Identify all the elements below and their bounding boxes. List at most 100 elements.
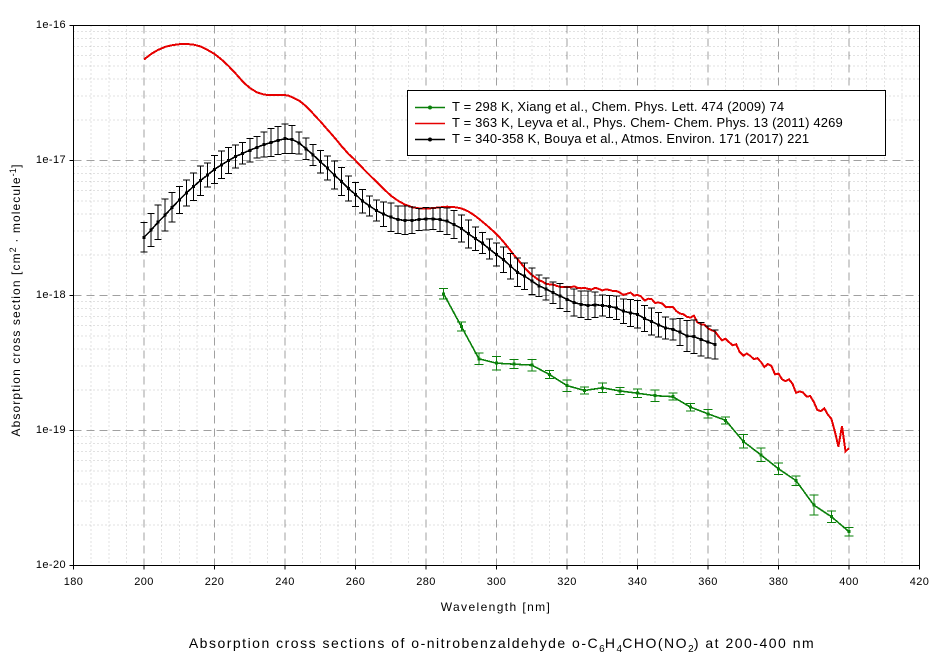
x-tick-label: 340 [627, 576, 648, 588]
series-bouya-marker [255, 145, 259, 149]
series-bouya-marker [629, 311, 632, 315]
series-leyva-line [143, 42, 850, 454]
series-bouya-marker [368, 204, 372, 208]
series-bouya-marker [537, 284, 541, 288]
series-bouya-marker [283, 137, 287, 141]
series-xiang-marker [547, 373, 551, 376]
series-bouya-marker [191, 185, 195, 189]
caption-part: 4 [616, 644, 623, 655]
series-bouya-marker [269, 141, 273, 144]
series-bouya-marker [607, 304, 611, 308]
caption-part: CHO(NO [622, 635, 689, 651]
series-bouya-marker [177, 198, 181, 202]
x-tick-label: 240 [275, 576, 295, 588]
series-bouya-marker [692, 335, 696, 339]
series-xiang-marker [565, 384, 569, 388]
axes-frame [69, 25, 920, 570]
y-tick-label: 1e-18 [35, 289, 66, 301]
series-xiang-marker [724, 418, 728, 422]
series-xiang-marker [477, 357, 481, 361]
series-bouya-marker [699, 337, 703, 341]
series-bouya-marker [586, 303, 590, 307]
series-bouya-marker [671, 327, 675, 331]
ylabel-part: -1 [8, 167, 18, 177]
series-xiang-marker [794, 479, 798, 483]
series-bouya-marker [262, 143, 266, 147]
series-bouya-marker [685, 334, 689, 338]
series-bouya-marker [213, 167, 216, 171]
series-bouya-marker [558, 294, 562, 298]
series-bouya-marker [593, 303, 597, 307]
series-bouya-marker [473, 237, 477, 241]
series-bouya-marker [480, 241, 484, 245]
x-tick-label: 360 [698, 576, 718, 588]
series-bouya-marker [466, 232, 470, 236]
series-bouya-marker [516, 271, 520, 274]
series-bouya-marker [530, 279, 534, 283]
series-bouya-marker [361, 199, 365, 203]
ylabel-part: · molecule [9, 176, 23, 248]
series-bouya-marker [389, 215, 393, 219]
legend-entry-xiang: T = 298 K, Xiang et al., Chem. Phys. Let… [411, 99, 885, 115]
ylabel-part: ] [9, 163, 23, 168]
y-tick-label: 1e-17 [35, 154, 66, 166]
series-bouya-marker [657, 323, 661, 327]
legend-label-bouya: T = 340-358 K, Bouya et al., Atmos. Envi… [452, 131, 810, 146]
series-xiang-marker [495, 361, 498, 365]
x-tick-label: 420 [909, 576, 930, 588]
series-bouya-marker [713, 342, 717, 346]
series-bouya-marker [198, 179, 202, 183]
series-bouya-marker [487, 247, 491, 251]
series-bouya-marker [495, 253, 498, 257]
x-tick-label: 380 [768, 576, 789, 588]
series-bouya-marker [290, 138, 294, 141]
series-bouya-marker [643, 317, 647, 320]
series-bouya-marker [325, 166, 329, 170]
series-xiang-marker [671, 395, 675, 399]
series-xiang-marker [847, 530, 851, 534]
series-bouya-marker [163, 213, 167, 217]
legend-entry-leyva: T = 363 K, Leyva et al., Phys. Chem- Che… [411, 115, 885, 131]
series-bouya-marker [706, 340, 710, 344]
series-bouya [140, 123, 719, 360]
y-axis-title: Absorption cross section [cm2 · molecule… [6, 140, 23, 460]
series-bouya-marker [184, 191, 188, 195]
y-tick-label: 1e-20 [35, 559, 66, 571]
series-xiang-marker [636, 391, 639, 395]
series-bouya-marker [678, 330, 682, 334]
y-tick-label: 1e-16 [35, 19, 66, 31]
series-bouya-marker [149, 228, 153, 232]
series-bouya-marker [579, 302, 583, 306]
x-tick-label: 200 [134, 576, 154, 588]
series-xiang-marker [583, 389, 587, 392]
series-bouya-marker [650, 320, 654, 323]
series-xiang-marker [653, 394, 657, 398]
x-tick-label: 220 [204, 576, 225, 588]
series-bouya-marker [509, 264, 513, 268]
series-bouya-marker [445, 219, 449, 223]
series-bouya-line [143, 137, 716, 346]
x-tick-label: 400 [839, 576, 859, 588]
series-bouya-marker [417, 218, 421, 222]
caption-part: H [604, 635, 617, 651]
series-bouya-marker [311, 153, 315, 157]
series-bouya-marker [248, 148, 252, 152]
series-bouya-marker [396, 218, 400, 222]
series-bouya-marker [382, 212, 386, 216]
legend-sample-line-leyva [415, 122, 445, 124]
grid-major [73, 25, 920, 566]
legend: T = 298 K, Xiang et al., Chem. Phys. Let… [407, 90, 886, 156]
legend-label-xiang: T = 298 K, Xiang et al., Chem. Phys. Let… [452, 99, 785, 114]
series-bouya-marker [600, 303, 604, 307]
series-xiang-line [442, 293, 850, 533]
series-bouya-marker [621, 309, 625, 313]
x-tick-label: 280 [416, 576, 436, 588]
series-bouya-marker [502, 258, 505, 262]
series-bouya-marker [318, 160, 322, 164]
series-bouya-marker [142, 235, 146, 239]
series-xiang-marker [812, 503, 816, 507]
series-xiang [439, 287, 854, 537]
series-bouya-marker [544, 287, 548, 291]
